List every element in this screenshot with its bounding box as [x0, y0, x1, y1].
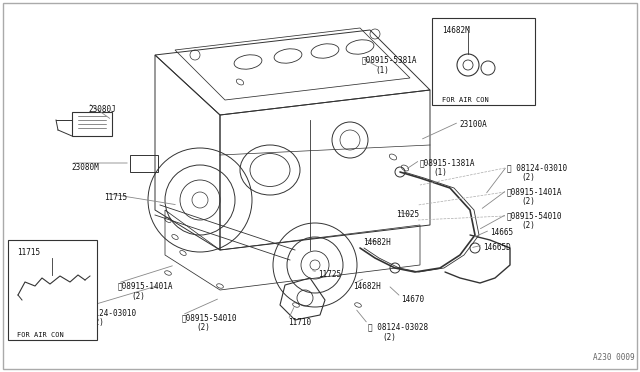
Text: 14682M: 14682M: [442, 26, 470, 35]
Text: (2): (2): [382, 333, 396, 342]
Text: (2): (2): [521, 173, 535, 182]
Text: FOR AIR CON: FOR AIR CON: [442, 97, 489, 103]
Text: 23100A: 23100A: [459, 120, 487, 129]
Text: 14665: 14665: [490, 228, 513, 237]
Text: ⓜ08915-1401A: ⓜ08915-1401A: [507, 187, 563, 196]
Text: (1): (1): [375, 66, 389, 75]
Text: ⓜ08915-1401A: ⓜ08915-1401A: [118, 281, 173, 290]
Text: Ⓐ 08124-03010: Ⓐ 08124-03010: [507, 163, 567, 172]
Text: ⓜ08915-5381A: ⓜ08915-5381A: [362, 55, 417, 64]
Text: 11725: 11725: [318, 270, 341, 279]
Text: ⓜ08915-54010: ⓜ08915-54010: [507, 211, 563, 220]
Text: (2): (2): [196, 323, 210, 332]
Text: 11025: 11025: [396, 210, 419, 219]
Bar: [432, 18, 535, 105]
Text: ⓜ08915-1381A: ⓜ08915-1381A: [420, 158, 476, 167]
Text: 14665D: 14665D: [483, 243, 511, 252]
Text: (1): (1): [433, 168, 447, 177]
Text: (2): (2): [521, 221, 535, 230]
Text: 14670: 14670: [401, 295, 424, 304]
Bar: [8, 240, 97, 340]
Text: ⓜ08915-54010: ⓜ08915-54010: [182, 313, 237, 322]
Text: A230 0009: A230 0009: [593, 353, 635, 362]
Text: 11715: 11715: [104, 193, 127, 202]
Text: Ⓐ 08124-03028: Ⓐ 08124-03028: [368, 322, 428, 331]
Text: 14682H: 14682H: [363, 238, 391, 247]
Text: FOR AIR CON: FOR AIR CON: [17, 332, 64, 338]
Text: 23080J: 23080J: [88, 105, 116, 114]
Text: 11715: 11715: [17, 248, 40, 257]
Text: (2): (2): [90, 318, 104, 327]
Text: Ⓐ 08124-03010: Ⓐ 08124-03010: [76, 308, 136, 317]
Text: (2): (2): [131, 292, 145, 301]
Text: 14682H: 14682H: [353, 282, 381, 291]
Text: 11710: 11710: [288, 318, 311, 327]
Text: (2): (2): [521, 197, 535, 206]
Text: 23080M: 23080M: [71, 163, 99, 172]
